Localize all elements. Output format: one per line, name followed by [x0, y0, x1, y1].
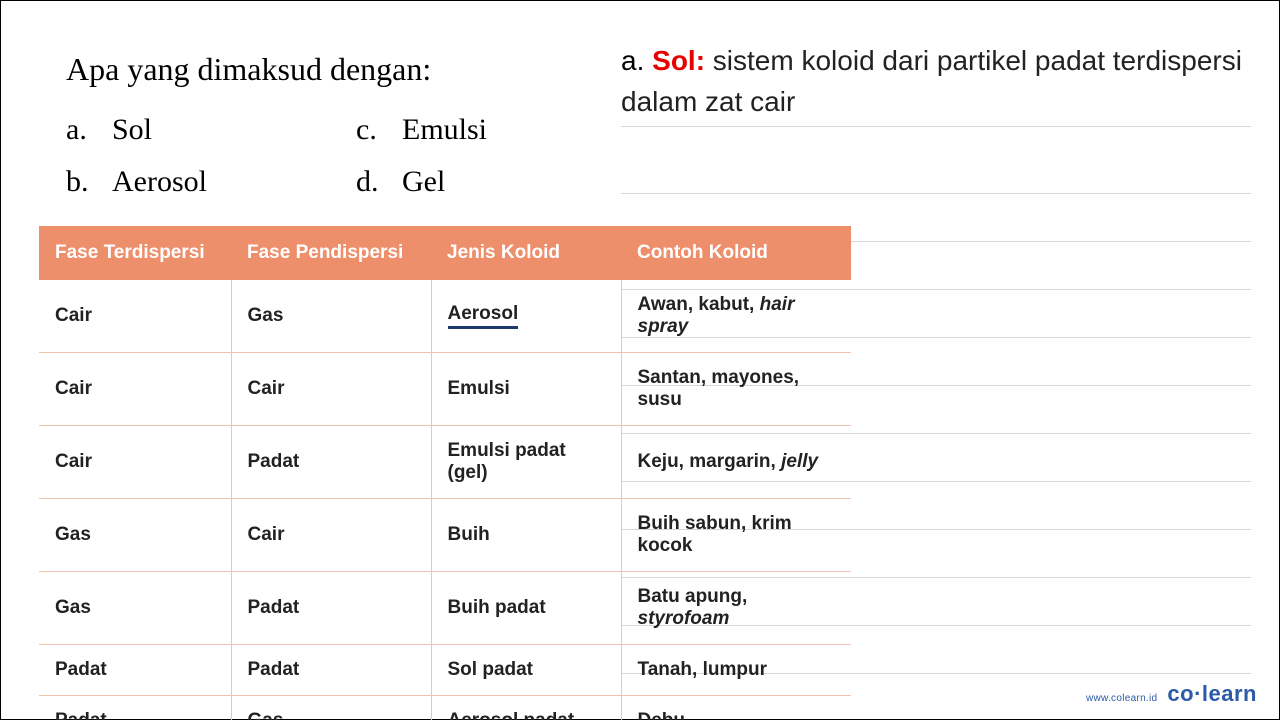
- cell-fase-terdispersi: Padat: [39, 696, 231, 720]
- option-c-letter: c.: [356, 113, 384, 147]
- cell-fase-terdispersi: Gas: [39, 499, 231, 572]
- option-b-text: Aerosol: [112, 165, 207, 199]
- answer-term: Sol:: [652, 45, 705, 76]
- cell-fase-terdispersi: Cair: [39, 353, 231, 426]
- cell-fase-pendispersi: Padat: [231, 572, 431, 645]
- table-row: CairCairEmulsiSantan, mayones, susu: [39, 353, 851, 426]
- option-a-text: Sol: [112, 113, 152, 147]
- brand-dot: ·: [1194, 681, 1202, 706]
- cell-contoh-koloid: Debu: [621, 696, 851, 720]
- cell-fase-pendispersi: Padat: [231, 426, 431, 499]
- table-row: PadatPadatSol padatTanah, lumpur: [39, 645, 851, 696]
- table-row: GasPadatBuih padatBatu apung, styrofoam: [39, 572, 851, 645]
- cell-fase-terdispersi: Padat: [39, 645, 231, 696]
- option-b: b. Aerosol: [66, 165, 356, 199]
- question-title: Apa yang dimaksud dengan:: [66, 51, 606, 88]
- th-1: Fase Pendispersi: [231, 226, 431, 280]
- table-row: GasCairBuihBuih sabun, krim kocok: [39, 499, 851, 572]
- cell-fase-pendispersi: Padat: [231, 645, 431, 696]
- footer-url: www.colearn.id: [1086, 693, 1157, 704]
- cell-fase-terdispersi: Gas: [39, 572, 231, 645]
- table-head: Fase Terdispersi Fase Pendispersi Jenis …: [39, 226, 851, 280]
- cell-fase-pendispersi: Gas: [231, 280, 431, 353]
- koloid-table-wrap: Fase Terdispersi Fase Pendispersi Jenis …: [39, 226, 851, 720]
- footer-brand: co·learn: [1167, 681, 1257, 707]
- koloid-table: Fase Terdispersi Fase Pendispersi Jenis …: [39, 226, 851, 720]
- cell-jenis-koloid: Aerosol: [431, 280, 621, 353]
- cell-fase-pendispersi: Cair: [231, 499, 431, 572]
- cell-jenis-koloid: Buih: [431, 499, 621, 572]
- brand-right: learn: [1202, 681, 1257, 706]
- cell-contoh-koloid: Santan, mayones, susu: [621, 353, 851, 426]
- cell-fase-pendispersi: Cair: [231, 353, 431, 426]
- cell-jenis-koloid: Sol padat: [431, 645, 621, 696]
- answer-area: a. Sol: sistem koloid dari partikel pada…: [621, 41, 1251, 127]
- option-a: a. Sol: [66, 113, 356, 147]
- cell-jenis-koloid: Emulsi padat (gel): [431, 426, 621, 499]
- cell-contoh-koloid: Tanah, lumpur: [621, 645, 851, 696]
- option-c: c. Emulsi: [356, 113, 606, 147]
- th-3: Contoh Koloid: [621, 226, 851, 280]
- cell-fase-terdispersi: Cair: [39, 426, 231, 499]
- question-area: Apa yang dimaksud dengan: a. Sol c. Emul…: [66, 51, 606, 199]
- option-d: d. Gel: [356, 165, 606, 199]
- footer: www.colearn.id co·learn: [1086, 681, 1257, 707]
- cell-fase-terdispersi: Cair: [39, 280, 231, 353]
- th-2: Jenis Koloid: [431, 226, 621, 280]
- cell-contoh-koloid: Keju, margarin, jelly: [621, 426, 851, 499]
- table-row: CairPadatEmulsi padat (gel)Keju, margari…: [39, 426, 851, 499]
- cell-jenis-koloid: Emulsi: [431, 353, 621, 426]
- brand-left: co: [1167, 681, 1194, 706]
- cell-jenis-koloid: Aerosol padat: [431, 696, 621, 720]
- table-body: CairGasAerosolAwan, kabut, hair sprayCai…: [39, 280, 851, 720]
- option-c-text: Emulsi: [402, 113, 487, 147]
- answer-text: sistem koloid dari partikel padat terdis…: [621, 45, 1242, 117]
- option-d-text: Gel: [402, 165, 445, 199]
- options-grid: a. Sol c. Emulsi b. Aerosol d. Gel: [66, 113, 606, 199]
- answer-line: a. Sol: sistem koloid dari partikel pada…: [621, 41, 1251, 127]
- cell-contoh-koloid: Buih sabun, krim kocok: [621, 499, 851, 572]
- cell-jenis-koloid: Buih padat: [431, 572, 621, 645]
- table-row: CairGasAerosolAwan, kabut, hair spray: [39, 280, 851, 353]
- cell-fase-pendispersi: Gas: [231, 696, 431, 720]
- option-a-letter: a.: [66, 113, 94, 147]
- table-row: PadatGasAerosol padatDebu: [39, 696, 851, 720]
- th-0: Fase Terdispersi: [39, 226, 231, 280]
- cell-contoh-koloid: Awan, kabut, hair spray: [621, 280, 851, 353]
- cell-contoh-koloid: Batu apung, styrofoam: [621, 572, 851, 645]
- option-d-letter: d.: [356, 165, 384, 199]
- option-b-letter: b.: [66, 165, 94, 199]
- answer-label: a.: [621, 45, 652, 76]
